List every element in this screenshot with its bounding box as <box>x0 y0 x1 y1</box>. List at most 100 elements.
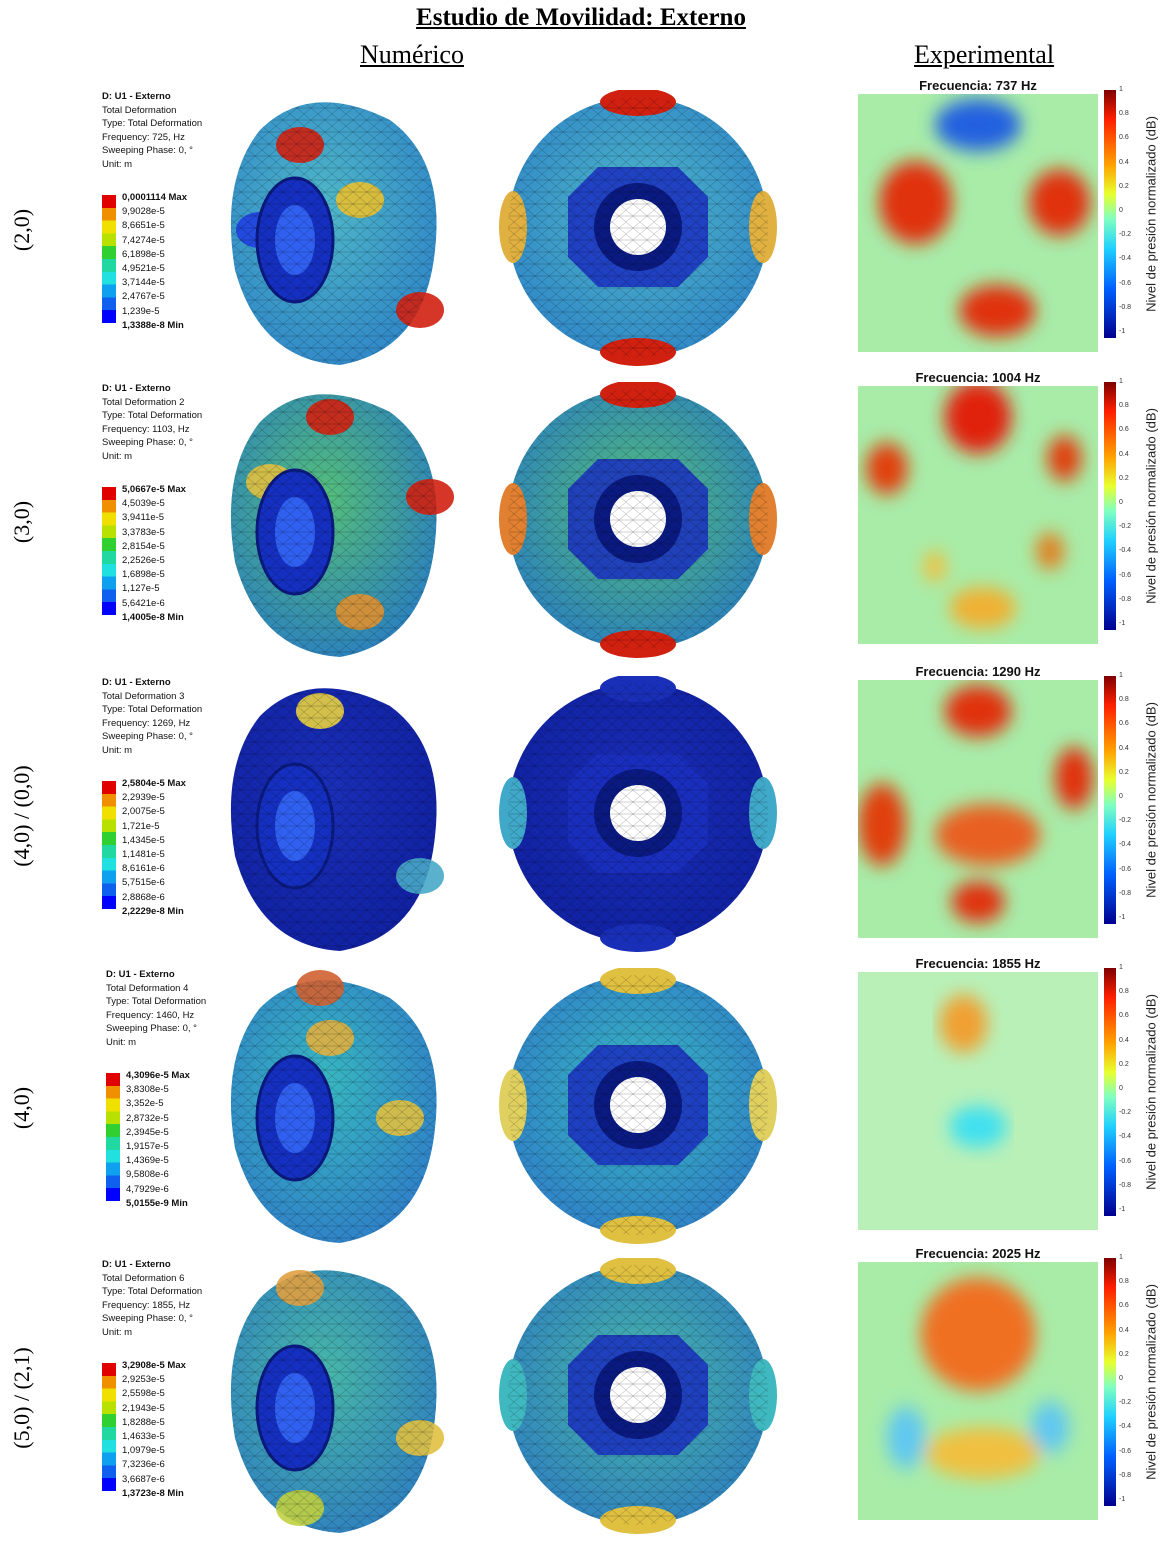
colorbar-tick: 0.4 <box>1119 1036 1129 1044</box>
legend-value: 3,352e-5 <box>126 1098 164 1110</box>
mesh-overlay <box>508 389 768 649</box>
legend-unit: Unit: m <box>102 158 133 170</box>
mesh-overlay <box>230 102 437 365</box>
legend-phase: Sweeping Phase: 0, ° <box>102 731 193 742</box>
mode-label: (4,0) / (0,0) <box>0 676 44 956</box>
legend-unit: Unit: m <box>106 1036 137 1048</box>
colorbar-tick: 0.2 <box>1119 768 1129 776</box>
pressure-blob <box>1047 435 1082 481</box>
mode-row: (4,0) / (0,0) D: U1 - Externo Total Deform… <box>0 664 1162 971</box>
column-header-numeric: Numérico <box>360 40 464 69</box>
colorbar-tick: 1 <box>1119 86 1123 93</box>
legend-value: 1,8288e-5 <box>122 1416 165 1428</box>
colorbar-tick: -1 <box>1119 328 1126 335</box>
colorbar <box>1104 90 1116 338</box>
legend-type: Type: Total Deformation <box>102 410 203 421</box>
mode-label-text: (4,0) <box>9 1086 34 1130</box>
legend-value: 7,3236e-6 <box>122 1459 165 1471</box>
colorbar-tick: 0.4 <box>1119 1326 1129 1334</box>
pressure-blob <box>934 99 1022 151</box>
colorbar-tick: 0.2 <box>1119 1060 1129 1068</box>
front-view-model <box>499 676 777 952</box>
colorbar <box>1104 676 1116 924</box>
fem-model-views <box>230 90 777 366</box>
colorbar-label: Nivel de presión normalizado (dB) <box>1141 1258 1161 1506</box>
colorbar-tick: -0.4 <box>1119 1133 1132 1141</box>
legend-result-name: Total Deformation <box>102 104 177 116</box>
colorbar-tick: 0.4 <box>1119 450 1129 458</box>
legend-header: D: U1 - Externo <box>102 1259 171 1270</box>
legend-value: 8,6651e-5 <box>122 220 165 232</box>
colorbar-label: Nivel de presión normalizado (dB) <box>1141 90 1161 338</box>
colorbar-label-text: Nivel de presión normalizado (dB) <box>1143 408 1159 604</box>
mesh-overlay <box>230 980 437 1243</box>
colorbar-tick: 0.6 <box>1119 426 1129 434</box>
pressure-blob <box>939 994 988 1053</box>
legend-scale: 3,2908e-5 Max 2,9253e-5 2,5598e-5 2,1943e-5… <box>102 1359 242 1499</box>
deformation-legend: D: U1 - Externo Total Deformation Type: To… <box>102 90 242 331</box>
legend-value: 1,0979e-5 <box>122 1445 165 1457</box>
deformation-legend: D: U1 - Externo Total Deformation 2 Type: … <box>102 382 242 623</box>
colorbar-tick: 1 <box>1119 964 1123 971</box>
legend-value: 5,0155e-9 Min <box>126 1197 188 1209</box>
deformation-legend: D: U1 - Externo Total Deformation 4 Type: … <box>106 968 246 1209</box>
colorbar-label-text: Nivel de presión normalizado (dB) <box>1143 994 1159 1190</box>
column-header-experimental: Experimental <box>914 40 1055 69</box>
legend-value: 6,1898e-5 <box>122 248 165 260</box>
fem-model-views <box>230 676 777 952</box>
side-view-model <box>230 1270 444 1533</box>
mode-label-text: (3,0) <box>9 500 34 544</box>
legend-value: 5,6421e-6 <box>122 597 165 609</box>
side-view-model <box>230 394 454 657</box>
colorbar-label: Nivel de presión normalizado (dB) <box>1141 382 1161 630</box>
experimental-frequency-title: Frecuencia: 1855 Hz <box>915 956 1041 971</box>
colorbar-tick: 0.4 <box>1119 744 1129 752</box>
colorbar-tick: -0.4 <box>1119 1423 1132 1431</box>
colorbar-tick: 0.8 <box>1119 988 1129 996</box>
legend-color-bar <box>102 1363 116 1491</box>
legend-color-bar <box>106 1073 120 1201</box>
mode-row: (5,0) / (2,1) D: U1 - Externo Total Deform… <box>0 1246 1162 1553</box>
colorbar-tick: -1 <box>1119 620 1126 627</box>
colorbar-tick: -1 <box>1119 1206 1126 1213</box>
mode-label-text: (4,0) / (0,0) <box>9 765 34 867</box>
fem-model-views <box>230 382 777 658</box>
legend-value: 2,0075e-5 <box>122 806 165 818</box>
legend-color-bar <box>102 195 116 323</box>
legend-type: Type: Total Deformation <box>106 996 207 1007</box>
colorbar-label-text: Nivel de presión normalizado (dB) <box>1143 702 1159 898</box>
legend-value: 2,5598e-5 <box>122 1388 165 1400</box>
pressure-map <box>858 972 1098 1230</box>
colorbar-tick: 0 <box>1119 499 1123 506</box>
legend-value: 9,9028e-5 <box>122 206 165 218</box>
colorbar-tick: 0.6 <box>1119 1302 1129 1310</box>
pressure-map <box>858 386 1098 644</box>
colorbar-tick: 0.8 <box>1119 402 1129 410</box>
legend-header: D: U1 - Externo <box>106 969 175 980</box>
colorbar-tick: -0.6 <box>1119 1157 1132 1165</box>
colorbar-tick: 1 <box>1119 378 1123 385</box>
legend-value: 1,3388e-8 Min <box>122 319 184 331</box>
mesh-overlay <box>508 975 768 1235</box>
colorbar-tick: 0.6 <box>1119 720 1129 728</box>
colorbar <box>1104 382 1116 630</box>
legend-result-name: Total Deformation 2 <box>102 396 185 408</box>
pressure-blob <box>1030 1401 1070 1453</box>
colorbar-tick: 0.2 <box>1119 182 1129 190</box>
colorbar-label-text: Nivel de presión normalizado (dB) <box>1143 116 1159 312</box>
experimental-frequency-title: Frecuencia: 1290 Hz <box>915 664 1041 679</box>
mesh-overlay <box>508 683 768 943</box>
colorbar-tick: -0.2 <box>1119 1399 1132 1407</box>
front-view-model <box>499 968 777 1244</box>
legend-value: 3,3783e-5 <box>122 526 165 538</box>
pressure-blob <box>934 803 1041 866</box>
colorbar-tick: 0 <box>1119 207 1123 214</box>
legend-value: 2,1943e-5 <box>122 1402 165 1414</box>
colorbar-tick: -0.4 <box>1119 841 1132 849</box>
mesh-overlay <box>230 688 437 951</box>
legend-value: 2,3945e-5 <box>126 1126 169 1138</box>
front-view-model <box>499 382 777 658</box>
pressure-blob <box>951 881 1005 923</box>
legend-value: 0,0001114 Max <box>122 192 187 203</box>
legend-value: 2,2229e-8 Min <box>122 905 184 917</box>
